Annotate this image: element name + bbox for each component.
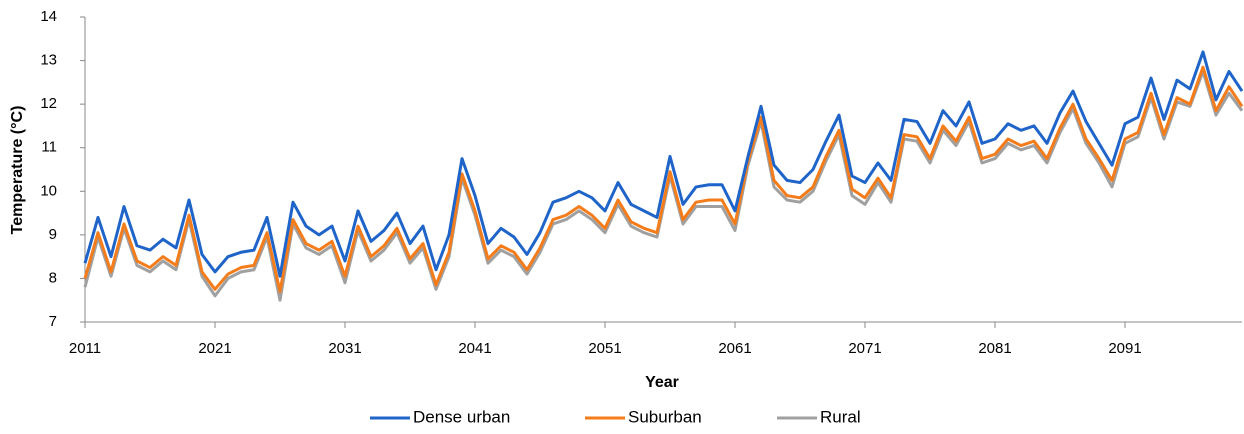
y-tick-label: 9	[49, 226, 57, 243]
x-tick-label: 2081	[978, 340, 1011, 357]
legend-label: Suburban	[628, 407, 702, 426]
x-tick-label: 2011	[69, 340, 101, 357]
y-axis-label: Temperature (°C)	[9, 106, 26, 235]
x-tick-label: 2021	[198, 340, 231, 357]
x-tick-label: 2061	[718, 340, 751, 357]
legend-label: Rural	[820, 407, 861, 426]
y-tick-label: 12	[40, 95, 57, 112]
legend-label: Dense urban	[413, 407, 510, 426]
x-axis-label: Year	[645, 374, 679, 391]
x-tick-label: 2071	[848, 340, 881, 357]
x-tick-label: 2091	[1108, 340, 1141, 357]
y-tick-label: 10	[40, 182, 57, 199]
y-tick-label: 8	[49, 269, 57, 286]
y-tick-label: 7	[49, 313, 57, 330]
x-tick-label: 2051	[588, 340, 621, 357]
y-tick-label: 13	[40, 52, 57, 69]
x-tick-label: 2041	[458, 340, 491, 357]
y-tick-label: 11	[41, 139, 57, 156]
data-line	[83, 65, 1244, 293]
data-line	[83, 50, 1244, 278]
y-tick-label: 14	[40, 8, 57, 25]
x-tick-label: 2031	[328, 340, 361, 357]
